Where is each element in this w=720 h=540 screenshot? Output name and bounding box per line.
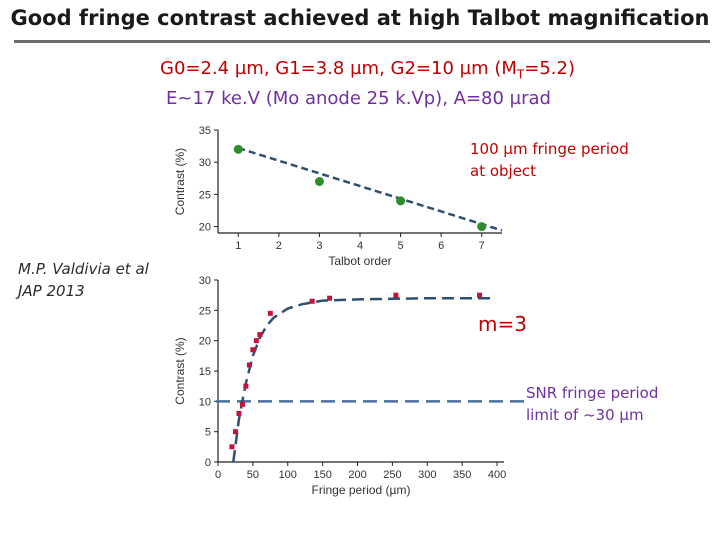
- magnification-value: =5.2): [524, 58, 575, 79]
- chart2-data-point: [229, 444, 235, 450]
- chart1-y-tick-label: 20: [199, 222, 211, 234]
- chart2-data-point: [393, 292, 399, 298]
- chart2-data-point: [236, 410, 242, 416]
- chart2-x-axis-label: Fringe period (µm): [312, 483, 411, 497]
- chart2-data-point: [239, 401, 245, 407]
- chart1-y-tick-label: 30: [199, 157, 211, 169]
- chart2-data-point: [232, 429, 238, 435]
- chart1-x-tick-label: 5: [398, 240, 404, 252]
- chart1-x-tick-label: 1: [235, 240, 241, 252]
- talbot-order-label: m=3: [478, 312, 527, 336]
- citation-authors: M.P. Valdivia et al: [18, 260, 149, 278]
- chart1-x-tick-label: 3: [316, 240, 322, 252]
- fringe-period-note-line2: at object: [470, 162, 537, 180]
- chart2-x-tick-label: 150: [313, 469, 331, 481]
- magnification-subscript: T: [516, 67, 525, 82]
- chart2-y-tick-label: 0: [205, 457, 211, 469]
- chart2-x-tick-label: 50: [247, 469, 259, 481]
- snr-limit-note-line1: SNR fringe period: [526, 384, 659, 402]
- citation: M.P. Valdivia et al JAP 2013: [18, 258, 149, 302]
- source-parameters: E~17 ke.V (Mo anode 25 k.Vp), A=80 µrad: [166, 88, 551, 109]
- chart2-y-tick-label: 5: [205, 427, 211, 439]
- chart1-y-axis-label: Contrast (%): [173, 148, 187, 215]
- fringe-period-note: 100 µm fringe period at object: [470, 138, 629, 182]
- chart2-data-point: [257, 332, 263, 338]
- title-underline: [14, 40, 710, 43]
- slide-title: Good fringe contrast achieved at high Ta…: [10, 6, 710, 30]
- snr-limit-note: SNR fringe period limit of ~30 µm: [526, 382, 658, 426]
- chart2-x-tick-label: 400: [488, 469, 506, 481]
- chart2-x-tick-label: 100: [279, 469, 297, 481]
- chart2-fit-curve: [232, 296, 490, 463]
- chart2-data-point: [327, 295, 333, 301]
- chart1-data-point: [314, 177, 324, 186]
- chart2-data-point: [250, 347, 256, 353]
- chart1-data-point: [477, 222, 487, 232]
- chart2-y-tick-label: 20: [199, 336, 211, 348]
- citation-journal: JAP 2013: [18, 282, 85, 300]
- grating-parameters-main: G0=2.4 µm, G1=3.8 µm, G2=10 µm (M: [160, 58, 517, 79]
- fringe-period-chart: 0 50 100 150 200 250 300 350 400 0 5 10 15 20 25 30 Frin…: [173, 275, 524, 497]
- chart1-x-tick-label: 4: [357, 240, 363, 252]
- grating-parameters: G0=2.4 µm, G1=3.8 µm, G2=10 µm (MT=5.2): [160, 58, 575, 82]
- chart2-y-tick-label: 10: [199, 396, 211, 408]
- chart1-x-axis-label: Talbot order: [328, 254, 391, 268]
- chart1-x-tick-label: 2: [276, 240, 282, 252]
- snr-limit-note-line2: limit of ~30 µm: [526, 406, 644, 424]
- chart1-data-point: [396, 196, 406, 206]
- chart2-y-tick-label: 25: [199, 305, 211, 317]
- chart2-x-tick-label: 350: [453, 469, 471, 481]
- chart1-x-tick-label: 6: [438, 240, 444, 252]
- chart2-data-point: [243, 383, 249, 389]
- chart2-data-point: [477, 292, 483, 298]
- chart2-x-tick-label: 250: [383, 469, 401, 481]
- chart2-x-tick-label: 300: [418, 469, 436, 481]
- chart1-y-tick-label: 35: [199, 125, 211, 137]
- chart2-y-tick-label: 15: [199, 366, 211, 378]
- fringe-period-note-line1: 100 µm fringe period: [470, 140, 629, 158]
- chart2-data-point: [309, 298, 315, 304]
- chart1-x-tick-label: 7: [479, 240, 485, 252]
- chart1-trend-line: [237, 146, 503, 232]
- chart2-y-tick-label: 30: [199, 275, 211, 287]
- talbot-order-chart: 1 2 3 4 5 6 7 20 25 30 35 Talbot order Contrast (%): [173, 125, 503, 268]
- chart2-x-tick-label: 0: [215, 469, 221, 481]
- chart2-data-point: [246, 362, 252, 368]
- chart2-y-axis-label: Contrast (%): [173, 337, 187, 404]
- chart2-data-point: [267, 310, 273, 316]
- chart1-data-point: [233, 144, 243, 154]
- chart2-x-tick-label: 200: [348, 469, 366, 481]
- chart2-data-point: [253, 338, 259, 344]
- chart1-y-tick-label: 25: [199, 189, 211, 201]
